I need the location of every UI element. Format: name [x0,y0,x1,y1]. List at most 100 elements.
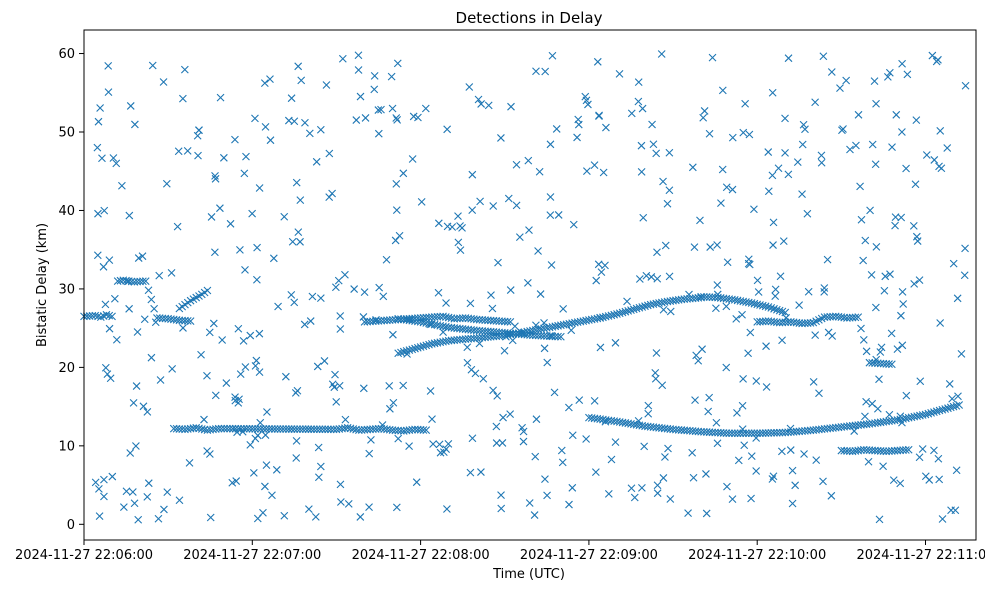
data-point [294,62,303,71]
data-point [684,509,692,517]
data-point [881,272,890,281]
data-point [499,413,507,422]
data-point [811,331,820,339]
data-point [750,429,759,438]
data-point [842,76,851,85]
data-point [937,164,946,173]
data-point [535,167,544,176]
data-point [518,423,526,432]
data-point [875,375,883,384]
data-point [771,285,780,294]
data-point [541,67,550,76]
data-point [160,505,168,514]
data-point [194,151,202,160]
data-point [691,396,699,404]
data-point [685,290,693,299]
data-point [921,472,930,481]
data-point [568,431,577,440]
data-point [540,344,549,353]
data-point [174,147,183,156]
data-point [752,434,761,442]
data-point [379,292,388,301]
data-point [132,442,140,450]
data-point [652,349,661,357]
data-point [344,499,353,508]
data-point [803,209,812,218]
data-point [859,256,868,265]
data-point [280,511,289,520]
data-point [154,514,163,523]
data-point [624,307,633,315]
data-point [456,222,464,230]
data-point [422,426,431,435]
data-point [231,393,239,402]
data-point [225,424,234,433]
data-point [532,67,540,76]
data-point [147,295,156,304]
data-point [352,116,361,124]
data-point [769,472,778,481]
data-point [93,143,102,152]
data-point [722,429,731,438]
data-point [108,312,116,321]
data-point [306,317,315,325]
data-point [435,440,444,449]
data-point [394,434,403,443]
data-point [130,499,139,508]
data-point [927,409,936,417]
data-point [546,140,555,149]
data-point [251,114,259,123]
data-point [218,336,227,344]
data-point [786,446,795,454]
data-point [548,51,557,60]
data-point [530,511,539,519]
data-point [382,255,391,264]
data-point [897,213,906,222]
data-point [651,374,660,383]
data-point [653,481,662,490]
data-point [851,313,860,322]
data-point [251,434,260,443]
data-point [388,104,397,113]
data-point [777,447,786,456]
data-point [713,290,722,299]
data-point [498,439,507,447]
data-point [723,258,732,267]
y-axis: 0 10 20 30 40 50 60 [58,47,84,533]
data-point [694,356,703,365]
data-point [712,418,721,427]
data-point [659,177,667,186]
data-point [361,114,370,122]
y-tick-label: 50 [58,126,75,141]
data-point [949,259,958,268]
x-axis-label: Time (UTC) [492,567,565,582]
data-point [767,303,776,312]
data-point [915,453,924,462]
data-point [745,260,754,269]
data-point [531,452,540,461]
data-point [195,126,203,135]
data-point [325,193,334,201]
data-point [162,179,171,188]
data-point [268,491,276,500]
data-point [507,102,515,111]
data-point [815,389,823,398]
data-point [394,349,403,358]
data-point [706,243,715,251]
data-point [387,72,396,81]
data-point [775,428,784,437]
data-point [730,429,739,438]
data-point [454,238,463,247]
data-point [934,55,942,64]
data-point [772,428,781,437]
data-point [812,456,821,465]
data-point [638,104,647,113]
data-point [877,343,886,352]
data-point [248,424,257,433]
data-point [565,500,573,509]
data-point [284,116,293,125]
data-point [140,315,149,324]
data-point [105,256,114,264]
y-tick-label: 40 [58,204,75,219]
data-point [836,84,844,93]
